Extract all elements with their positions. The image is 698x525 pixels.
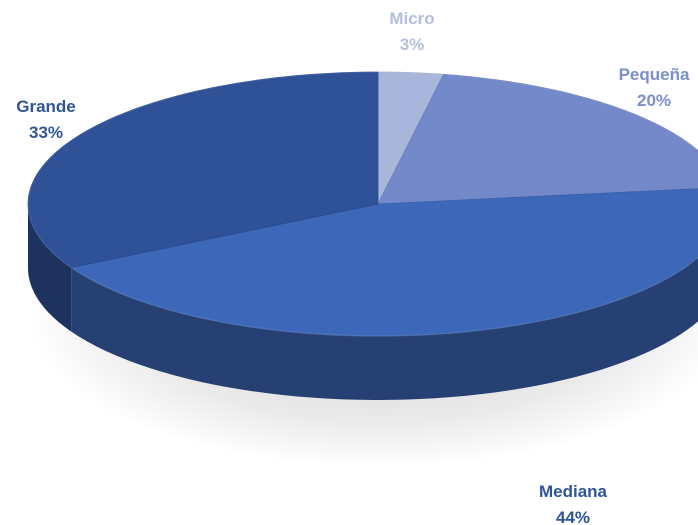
slice-percent-micro: 3%	[400, 35, 425, 54]
pie-sides	[28, 204, 698, 400]
slice-name-mediana: Mediana	[539, 482, 608, 501]
data-label-mediana: Mediana 44%	[539, 482, 608, 525]
pie-rim	[27, 71, 698, 337]
slice-percent-mediana: 44%	[556, 508, 590, 525]
pie-slice-pequeña	[377, 73, 698, 205]
slice-percent-pequeña: 20%	[637, 91, 671, 110]
pie-tops	[27, 71, 698, 337]
data-label-grande: Grande 33%	[16, 97, 76, 142]
pie-slice-mediana	[70, 188, 698, 337]
pie-side-grande	[28, 204, 72, 332]
pie-side-mediana	[71, 257, 698, 400]
slice-name-pequeña: Pequeña	[619, 65, 690, 84]
data-label-pequeña: Pequeña 20%	[619, 65, 690, 110]
slice-name-grande: Grande	[16, 97, 76, 116]
slice-percent-grande: 33%	[29, 123, 63, 142]
data-label-micro: Micro 3%	[389, 9, 434, 54]
pie-labels: Micro 3% Pequeña 20% Mediana 44% Grande 33%	[16, 9, 690, 525]
slice-name-micro: Micro	[389, 9, 434, 28]
pie-slice-grande	[27, 71, 379, 269]
